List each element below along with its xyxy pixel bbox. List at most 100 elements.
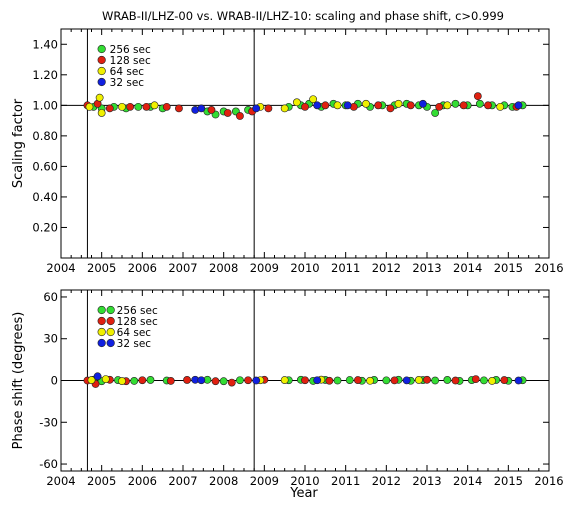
- legend-marker: [106, 305, 115, 315]
- x-tick-label: 2010: [290, 261, 319, 275]
- legend-marker: [97, 338, 106, 348]
- phase-shift-panel: 2004 2005 2006 2007 2008 2009 2010 2011 2012 2013…: [11, 289, 564, 488]
- data-point: [101, 375, 110, 384]
- x-tick-label: 2016: [534, 261, 563, 275]
- data-point: [138, 376, 147, 385]
- data-point: [488, 377, 496, 385]
- data-point: [280, 376, 289, 384]
- data-point: [353, 376, 362, 384]
- data-point: [236, 112, 244, 120]
- data-point: [500, 376, 509, 384]
- data-point: [292, 98, 301, 107]
- legend-marker: [97, 77, 106, 87]
- y-tick-label: 0.40: [32, 190, 58, 204]
- legend-marker: [106, 316, 115, 326]
- data-point: [343, 101, 352, 110]
- legend-marker: [97, 44, 106, 54]
- data-point: [362, 99, 370, 108]
- data-point: [130, 377, 139, 385]
- data-point: [301, 102, 309, 111]
- data-point: [183, 376, 191, 384]
- data-point: [134, 102, 143, 111]
- data-point: [309, 95, 318, 104]
- legend-label: 256 sec: [110, 44, 151, 56]
- legend-label: 256 sec: [117, 305, 158, 317]
- x-tick-label: 2007: [168, 474, 197, 488]
- y-tick-label: 1.20: [32, 68, 58, 82]
- x-tick-label: 2011: [331, 261, 360, 275]
- data-point: [484, 101, 492, 110]
- legend-label: 32 sec: [117, 338, 152, 350]
- legend-marker: [106, 338, 115, 348]
- data-point: [280, 104, 289, 113]
- data-point: [496, 102, 505, 111]
- data-point: [374, 101, 383, 110]
- y-tick-label: 30: [43, 332, 58, 346]
- data-point: [227, 378, 236, 387]
- data-point: [223, 109, 232, 117]
- y-tick-label: 0.80: [32, 129, 58, 143]
- data-point: [475, 99, 484, 108]
- legend-label: 64 sec: [117, 327, 152, 339]
- data-point: [211, 377, 220, 386]
- y-axis-label: Phase shift (degrees): [11, 312, 26, 450]
- data-point: [366, 376, 374, 385]
- y-tick-label: 0.60: [32, 159, 58, 173]
- x-tick-label: 2015: [494, 474, 523, 488]
- chart-title: WRAB-II/LHZ-00 vs. WRAB-II/LHZ-10: scali…: [102, 9, 504, 23]
- data-point: [264, 104, 273, 113]
- data-point: [313, 376, 322, 385]
- x-tick-label: 2014: [453, 261, 482, 275]
- legend-label: 128 sec: [110, 55, 151, 67]
- data-point: [471, 375, 480, 384]
- data-point: [142, 102, 151, 111]
- legend-marker: [97, 66, 106, 76]
- x-tick-label: 2005: [87, 474, 116, 488]
- data-point: [93, 372, 102, 381]
- x-tick-label: 2015: [494, 261, 523, 275]
- data-point: [443, 101, 452, 110]
- data-point: [126, 102, 135, 111]
- y-tick-label: 60: [43, 290, 58, 304]
- x-tick-label: 2008: [209, 261, 238, 275]
- data-point: [402, 376, 411, 385]
- data-point: [219, 377, 228, 386]
- y-tick-label: 1.00: [32, 98, 58, 112]
- legend-marker: [97, 55, 106, 65]
- x-tick-label: 2010: [290, 474, 319, 488]
- data-point: [175, 104, 183, 113]
- y-tick-label: 1.40: [32, 37, 58, 51]
- x-tick-label: 2005: [87, 261, 116, 275]
- legend-label: 32 sec: [110, 77, 145, 89]
- data-point: [431, 109, 440, 117]
- x-tick-label: 2016: [534, 474, 563, 488]
- data-point: [419, 99, 427, 108]
- y-axis-label: Scaling factor: [11, 98, 26, 188]
- y-tick-label: -60: [39, 457, 58, 471]
- x-tick-label: 2004: [46, 474, 75, 488]
- data-point: [390, 376, 399, 385]
- data-point: [514, 376, 523, 385]
- data-point: [244, 376, 252, 385]
- y-tick-label: 0: [51, 374, 58, 388]
- data-point: [85, 102, 94, 111]
- legend-marker: [97, 305, 106, 315]
- x-tick-label: 2009: [250, 261, 279, 275]
- data-point: [87, 376, 96, 384]
- x-tick-label: 2004: [46, 261, 75, 275]
- data-point: [325, 376, 334, 385]
- data-point: [514, 101, 523, 110]
- legend-marker: [106, 327, 115, 337]
- data-point: [97, 109, 106, 117]
- x-axis-label: Year: [289, 486, 318, 501]
- y-tick-label: 0.20: [32, 220, 58, 234]
- data-point: [431, 376, 440, 385]
- data-point: [321, 101, 330, 110]
- x-tick-label: 2012: [372, 474, 401, 488]
- data-point: [95, 93, 104, 102]
- data-point: [146, 376, 155, 384]
- legend-marker: [97, 316, 106, 326]
- data-point: [118, 102, 126, 111]
- data-point: [382, 376, 391, 385]
